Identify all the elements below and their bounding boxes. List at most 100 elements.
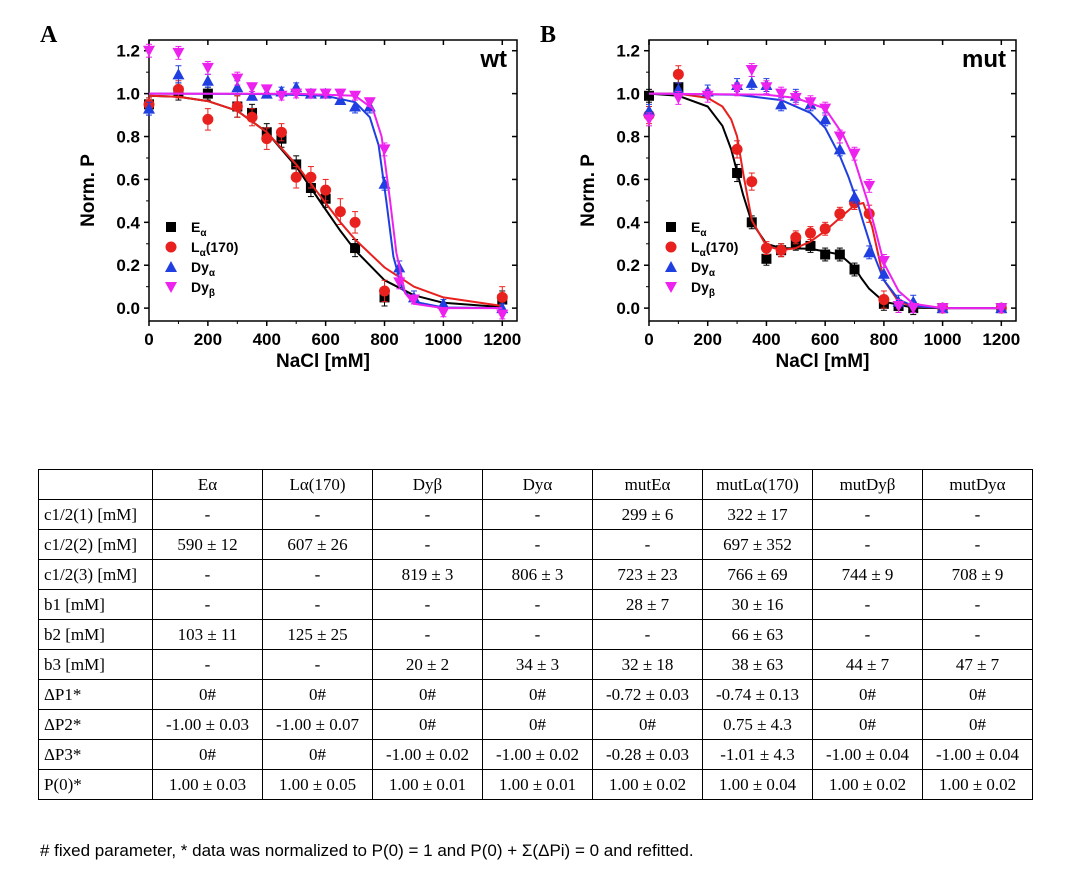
table-cell: 103 ± 11 <box>152 619 263 650</box>
table-cell: 0# <box>372 679 483 710</box>
y-tick-label: 0.6 <box>616 170 640 189</box>
table-cell: - <box>482 529 593 560</box>
data-point <box>166 222 176 232</box>
table-cell: - <box>812 499 923 530</box>
y-tick-label: 0.0 <box>616 299 640 318</box>
table-cell: 0# <box>592 709 703 740</box>
table-cell: 607 ± 26 <box>262 529 373 560</box>
table-row-label: b2 [mM] <box>38 619 153 650</box>
x-tick-label: 400 <box>752 330 780 349</box>
data-point <box>775 98 788 110</box>
table-cell: 125 ± 25 <box>262 619 373 650</box>
data-point <box>746 217 757 228</box>
data-point <box>732 167 743 178</box>
data-point <box>363 97 376 109</box>
table-cell: - <box>812 589 923 620</box>
table-row: c1/2(1) [mM] - - - -299 ± 6 322 ± 17- - <box>38 499 1033 530</box>
table-cell: - <box>482 619 593 650</box>
table-row-label: P(0)* <box>38 769 153 800</box>
legend-label-sub: α <box>200 228 207 239</box>
fit-curve <box>148 94 503 307</box>
data-point <box>349 90 362 102</box>
y-axis-title: Norm. P <box>78 154 99 227</box>
data-point <box>231 73 244 85</box>
data-point <box>863 180 876 192</box>
legend-label: Lα(170) <box>691 239 738 259</box>
data-point <box>790 231 802 243</box>
table-row-label: ΔP3* <box>38 739 153 770</box>
x-tick-label: 1000 <box>424 330 462 349</box>
data-point <box>672 68 684 80</box>
data-point <box>877 267 890 279</box>
table-cell: -1.00 ± 0.07 <box>262 709 373 740</box>
data-point <box>819 103 832 115</box>
table-cell: 0# <box>812 709 923 740</box>
data-point <box>350 243 361 254</box>
data-point <box>731 143 743 155</box>
table-cell: - <box>922 499 1033 530</box>
y-tick-label: 0.2 <box>116 256 140 275</box>
table-cell: 47 ± 7 <box>922 649 1033 680</box>
table-cell: - <box>592 529 703 560</box>
table-row-label: c1/2(3) [mM] <box>38 559 153 590</box>
table-cell: - <box>372 619 483 650</box>
plot-frame <box>148 39 518 322</box>
table-cell: - <box>812 619 923 650</box>
x-tick-label: 0 <box>144 330 153 349</box>
data-point <box>805 240 816 251</box>
data-point <box>848 148 861 160</box>
fit-curve <box>148 92 503 310</box>
table-header-cell: mutDyα <box>922 469 1033 500</box>
table-cell: 66 ± 63 <box>702 619 813 650</box>
data-point <box>789 92 802 104</box>
legend-label-tail: (170) <box>706 239 739 255</box>
table-cell: -1.00 ± 0.03 <box>152 709 263 740</box>
table-cell: 723 ± 23 <box>592 559 703 590</box>
data-point <box>745 65 758 77</box>
panel-corner-label: mut <box>962 46 1006 73</box>
data-point <box>172 47 185 59</box>
y-tick-label: 1.2 <box>616 42 640 61</box>
table-cell: 38 ± 63 <box>702 649 813 680</box>
data-point <box>936 303 949 315</box>
data-point <box>496 309 509 321</box>
x-tick-label: 1200 <box>982 330 1020 349</box>
data-point <box>260 84 273 96</box>
data-point <box>804 227 816 239</box>
charts-canvas: 0 200 400 600 800 1000 1200 0.0 0.2 0.4 0.6 0.8 1.0 1… <box>40 22 1020 372</box>
data-point <box>231 100 243 112</box>
legend-label-main: L <box>691 239 700 255</box>
legend-label: Eα <box>191 219 207 239</box>
table-cell: 322 ± 17 <box>702 499 813 530</box>
data-point <box>848 190 861 202</box>
table-cell: 744 ± 9 <box>812 559 923 590</box>
legend-label: Dyβ <box>691 279 715 299</box>
data-point <box>878 294 890 306</box>
legend-label-main: Dy <box>191 279 209 295</box>
legend-label-sub: α <box>700 228 707 239</box>
legend-label-sub: α <box>709 268 716 279</box>
series-l-α <box>143 80 508 309</box>
table-cell: 0# <box>262 679 373 710</box>
table-cell: 708 ± 9 <box>922 559 1033 590</box>
table-cell: 1.00 ± 0.02 <box>922 769 1033 800</box>
data-point <box>665 241 677 253</box>
x-axis-title: NaCl [mM] <box>276 351 370 372</box>
table-row: ΔP1* 0# 0# 0# 0# -0.72 ± 0.03 -0.74 ± 0.13 0# 0# <box>38 679 1033 710</box>
y-tick-label: 0.4 <box>116 213 140 232</box>
y-tick-label: 0.2 <box>616 256 640 275</box>
table-header-row: Eα Lα(170) Dyβ Dyα mutEα mutLα(170) mutD… <box>38 469 1033 500</box>
data-point <box>165 261 177 272</box>
data-point <box>246 89 259 101</box>
table-row-label: b3 [mM] <box>38 649 153 680</box>
y-tick-label: 0.8 <box>116 128 140 147</box>
data-point <box>877 255 890 267</box>
data-point <box>393 277 406 289</box>
table-cell: 697 ± 352 <box>702 529 813 560</box>
legend-label: Eα <box>691 219 707 239</box>
table-cell: -1.00 ± 0.04 <box>812 739 923 770</box>
footnote: # fixed parameter, * data was normalized… <box>40 841 694 860</box>
data-point <box>834 208 846 220</box>
table-cell: 0# <box>152 679 263 710</box>
